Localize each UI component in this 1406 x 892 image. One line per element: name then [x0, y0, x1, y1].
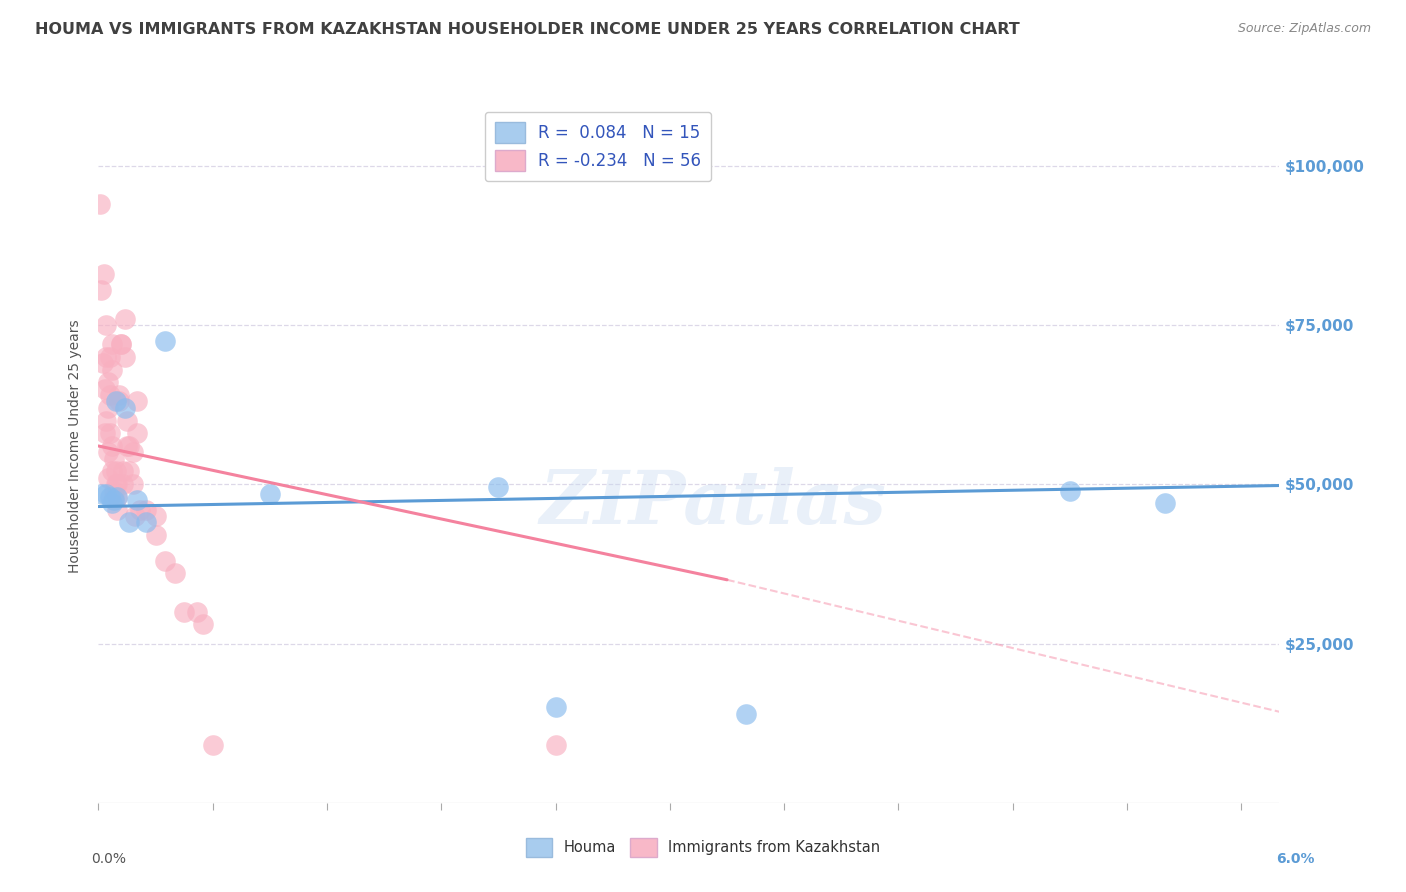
Point [107, 490, 129, 504]
Point [118, 439, 141, 453]
Point [93, 267, 115, 281]
Point [91, 356, 114, 370]
Point [103, 451, 125, 466]
Point [115, 439, 138, 453]
Point [94, 318, 117, 332]
Point [103, 490, 125, 504]
Point [112, 465, 135, 479]
Point [186, 605, 208, 619]
Text: 0.0%: 0.0% [91, 852, 127, 866]
Point [114, 401, 136, 415]
Text: 6.0%: 6.0% [1277, 852, 1315, 866]
Point [104, 477, 127, 491]
Point [125, 426, 148, 441]
Point [103, 493, 125, 508]
Point [259, 487, 281, 501]
Text: HOUMA VS IMMIGRANTS FROM KAZAKHSTAN HOUSEHOLDER INCOME UNDER 25 YEARS CORRELATIO: HOUMA VS IMMIGRANTS FROM KAZAKHSTAN HOUS… [35, 22, 1019, 37]
Point [488, 480, 510, 494]
Text: ZIPatlas: ZIPatlas [538, 467, 886, 540]
Point [135, 516, 157, 530]
Point [125, 493, 148, 508]
Point [735, 706, 758, 721]
Point [94, 382, 117, 396]
Point [153, 334, 176, 348]
Point [90, 283, 112, 297]
Point [145, 509, 167, 524]
Point [97, 445, 120, 459]
Point [110, 337, 132, 351]
Point [114, 350, 136, 364]
Point [121, 445, 143, 459]
Point [153, 554, 176, 568]
Point [145, 528, 167, 542]
Point [100, 337, 122, 351]
Point [107, 502, 129, 516]
Point [103, 483, 125, 498]
Point [107, 490, 129, 504]
Point [1154, 496, 1177, 510]
Point [89, 197, 111, 211]
Point [108, 388, 131, 402]
Legend: Houma, Immigrants from Kazakhstan: Houma, Immigrants from Kazakhstan [520, 832, 886, 863]
Point [129, 502, 152, 516]
Point [97, 401, 120, 415]
Point [193, 617, 215, 632]
Text: Source: ZipAtlas.com: Source: ZipAtlas.com [1237, 22, 1371, 36]
Point [173, 605, 195, 619]
Point [94, 487, 117, 501]
Point [104, 394, 127, 409]
Point [94, 426, 117, 441]
Point [118, 465, 141, 479]
Point [100, 496, 122, 510]
Point [94, 413, 117, 427]
Point [100, 465, 122, 479]
Point [163, 566, 186, 581]
Point [104, 465, 127, 479]
Y-axis label: Householder Income Under 25 years: Householder Income Under 25 years [69, 319, 83, 573]
Point [125, 394, 148, 409]
Point [98, 426, 121, 441]
Point [112, 477, 135, 491]
Point [118, 516, 141, 530]
Point [107, 477, 129, 491]
Point [121, 477, 143, 491]
Point [114, 311, 136, 326]
Point [544, 739, 567, 753]
Point [544, 700, 567, 714]
Point [98, 350, 121, 364]
Point [97, 376, 120, 390]
Point [1059, 483, 1081, 498]
Point [100, 362, 122, 376]
Point [100, 439, 122, 453]
Point [201, 739, 224, 753]
Point [108, 394, 131, 409]
Point [135, 502, 157, 516]
Point [115, 413, 138, 427]
Point [98, 490, 121, 504]
Point [94, 350, 117, 364]
Point [97, 471, 120, 485]
Point [124, 509, 146, 524]
Point [91, 487, 114, 501]
Legend: R =  0.084   N = 15, R = -0.234   N = 56: R = 0.084 N = 15, R = -0.234 N = 56 [485, 112, 711, 181]
Point [98, 388, 121, 402]
Point [110, 337, 132, 351]
